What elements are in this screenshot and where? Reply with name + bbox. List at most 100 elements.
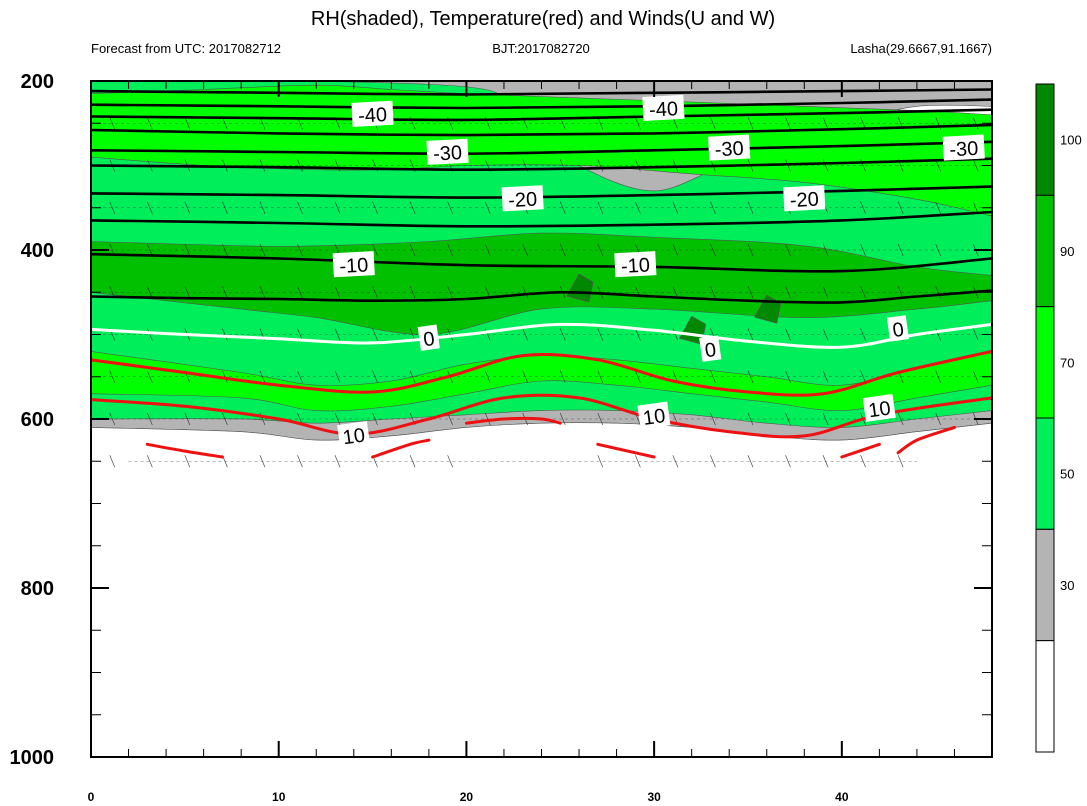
wind-barb bbox=[222, 201, 228, 214]
wind-barb bbox=[447, 455, 453, 468]
contour-label-2: -30 bbox=[426, 138, 469, 166]
contour-label-text: 10 bbox=[642, 405, 667, 430]
wind-barb bbox=[409, 328, 416, 341]
wind-barb bbox=[597, 412, 604, 426]
wind-barb bbox=[147, 328, 153, 341]
wind-barb bbox=[597, 455, 604, 468]
wind-barb bbox=[147, 243, 153, 257]
contour-label-12: 10 bbox=[337, 420, 371, 449]
temp-contour--20 bbox=[91, 185, 992, 199]
wind-barb bbox=[559, 412, 566, 426]
wind-barb bbox=[409, 286, 416, 299]
temp-contour--35 bbox=[91, 123, 992, 137]
rh-blob-0 bbox=[566, 273, 594, 303]
wind-barb bbox=[259, 243, 266, 257]
temp-contour-15 bbox=[464, 416, 562, 425]
contour-label-bg bbox=[501, 185, 544, 212]
contour-label-text: -40 bbox=[649, 98, 679, 121]
wind-barb bbox=[747, 370, 754, 383]
wind-barb bbox=[522, 328, 529, 341]
x-tick-label-0: 0 bbox=[88, 790, 95, 804]
wind-barb bbox=[184, 243, 191, 257]
y-tick-label-800: 800 bbox=[21, 578, 54, 600]
wind-barb bbox=[109, 412, 116, 426]
wind-barb bbox=[860, 286, 866, 299]
contour-label-bg bbox=[783, 185, 826, 212]
y-tick-label-1000: 1000 bbox=[10, 747, 55, 769]
contour-label-bg bbox=[417, 324, 440, 351]
contour-label-5: -20 bbox=[501, 185, 544, 212]
contour-label-text: 0 bbox=[891, 319, 905, 342]
contour-label-text: -20 bbox=[789, 189, 819, 212]
wind-barb bbox=[297, 328, 303, 341]
wind-barb bbox=[222, 286, 228, 299]
contour-label-bg bbox=[699, 335, 722, 362]
wind-barb bbox=[484, 243, 491, 257]
wind-barb bbox=[297, 370, 303, 383]
temp-contour-15 bbox=[596, 442, 656, 459]
colorbar-label-70: 70 bbox=[1060, 355, 1074, 370]
wind-barb bbox=[334, 370, 341, 383]
wind-barb bbox=[747, 328, 754, 341]
temp-contour-15 bbox=[896, 425, 956, 455]
wind-barb bbox=[597, 201, 604, 214]
temperature-contours bbox=[91, 88, 992, 459]
wind-barb bbox=[672, 455, 679, 468]
wind-barb bbox=[635, 370, 641, 383]
contour-label-text: 0 bbox=[703, 339, 717, 362]
contour-label-bg bbox=[332, 251, 375, 278]
temp-contour--15 bbox=[91, 210, 992, 228]
wind-barb bbox=[935, 286, 941, 299]
contour-label-bg bbox=[642, 94, 685, 121]
contour-label-6: -20 bbox=[783, 185, 826, 212]
wind-barb bbox=[785, 243, 791, 257]
contour-label-10: 0 bbox=[699, 335, 722, 362]
x-tick-label-20: 20 bbox=[460, 790, 474, 804]
wind-barb bbox=[860, 117, 866, 130]
wind-barb bbox=[184, 455, 191, 468]
wind-barb bbox=[109, 117, 116, 130]
wind-barb bbox=[372, 201, 378, 214]
wind-barb bbox=[147, 370, 153, 383]
wind-barb bbox=[822, 159, 829, 172]
wind-barb bbox=[447, 412, 453, 426]
wind-barb bbox=[409, 455, 416, 468]
wind-barb bbox=[372, 370, 378, 383]
below-ground-mask bbox=[91, 422, 992, 757]
wind-barb bbox=[259, 201, 266, 214]
contour-label-text: -10 bbox=[620, 254, 650, 277]
wind-barb bbox=[484, 370, 491, 383]
colorbar-box-50_70 bbox=[1035, 417, 1055, 530]
wind-barb bbox=[635, 201, 641, 214]
colorbar-box-90_100 bbox=[1035, 194, 1055, 308]
contour-label-9: 0 bbox=[417, 324, 440, 351]
wind-barb bbox=[559, 370, 566, 383]
wind-barb bbox=[785, 412, 791, 426]
wind-barb bbox=[222, 412, 228, 426]
wind-barb bbox=[409, 370, 416, 383]
wind-barb bbox=[184, 412, 191, 426]
wind-barb bbox=[710, 370, 716, 383]
wind-barb bbox=[710, 286, 716, 299]
wind-barb bbox=[710, 455, 716, 468]
wind-barb bbox=[710, 243, 716, 257]
wind-barb bbox=[710, 412, 716, 426]
wind-barb bbox=[334, 286, 341, 299]
contour-label-1: -40 bbox=[642, 94, 685, 122]
temp-contour--5 bbox=[91, 289, 992, 304]
wind-barb bbox=[785, 328, 791, 341]
wind-barb bbox=[372, 412, 378, 426]
wind-barb bbox=[747, 455, 754, 468]
contour-label-text: 10 bbox=[867, 397, 892, 422]
wind-barb bbox=[672, 328, 679, 341]
wind-barb bbox=[785, 286, 791, 299]
wind-barb bbox=[822, 117, 829, 130]
wind-barb bbox=[747, 243, 754, 257]
wind-barb bbox=[559, 243, 566, 257]
wind-barb bbox=[184, 117, 191, 130]
wind-barb bbox=[972, 159, 979, 172]
x-tick-label-30: 30 bbox=[647, 790, 661, 804]
temp-contour--10 bbox=[91, 252, 992, 273]
wind-barb bbox=[147, 455, 153, 468]
